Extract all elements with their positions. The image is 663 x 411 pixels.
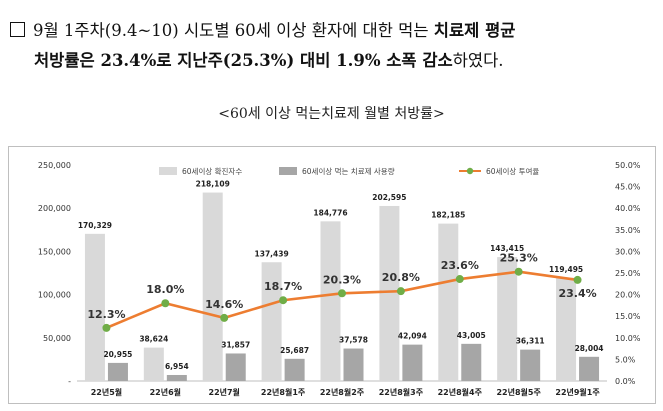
legend-swatch bbox=[279, 167, 297, 175]
bar-confirmed-value-label: 143,415 bbox=[490, 244, 524, 253]
rate-point bbox=[279, 296, 288, 305]
rate-value-label: 20.3% bbox=[323, 273, 361, 286]
x-tick-label: 22년8월4주 bbox=[438, 387, 483, 397]
y-right-tick-label: 0.0% bbox=[615, 377, 636, 386]
legend-swatch-marker bbox=[466, 167, 474, 175]
chart-title: <60세 이상 먹는치료제 월별 처방률> bbox=[218, 106, 445, 122]
bar-treatment-value-label: 42,094 bbox=[398, 332, 427, 341]
bar-confirmed bbox=[143, 347, 164, 381]
y-right-tick-label: 15.0% bbox=[615, 312, 641, 321]
chart-frame: - 50,000 100,000 150,000 200,000 250,000 0.0% 5… bbox=[8, 146, 656, 404]
rate-value-label: 25.3% bbox=[500, 252, 538, 265]
bar-confirmed bbox=[438, 223, 459, 381]
x-tick-label: 22년5월 bbox=[91, 387, 122, 397]
bar-confirmed-value-label: 218,109 bbox=[196, 180, 230, 189]
rate-point bbox=[161, 299, 170, 308]
bar-treatment-value-label: 25,687 bbox=[280, 346, 309, 355]
y-right-tick-label: 45.0% bbox=[615, 183, 641, 192]
rate-value-label: 20.8% bbox=[382, 271, 420, 284]
rate-point bbox=[102, 323, 111, 332]
rate-value-label: 14.6% bbox=[205, 298, 243, 311]
y-right-tick-label: 50.0% bbox=[615, 161, 641, 170]
summary-line1-text: 9월 1주차(9.4~10) 시도별 60세 이상 환자에 대한 먹는 bbox=[33, 21, 434, 40]
rate-value-label: 23.6% bbox=[441, 259, 479, 272]
bar-treatment-value-label: 43,005 bbox=[457, 331, 486, 340]
rate-value-label: 18.7% bbox=[264, 280, 302, 293]
bar-confirmed-value-label: 119,495 bbox=[549, 265, 583, 274]
rate-point bbox=[455, 275, 464, 284]
summary-line2: 처방률은 23.4%로 지난주(25.3%) 대비 1.9% 소폭 감소하였다. bbox=[10, 46, 655, 76]
bar-confirmed-value-label: 38,624 bbox=[139, 335, 168, 344]
legend-label: 60세이상 확진자수 bbox=[182, 166, 242, 176]
bar-confirmed bbox=[379, 205, 400, 381]
summary-paragraph: 9월 1주차(9.4~10) 시도별 60세 이상 환자에 대한 먹는 치료제 … bbox=[10, 16, 655, 76]
y-right-tick-label: 25.0% bbox=[615, 269, 641, 278]
bar-confirmed bbox=[320, 221, 341, 381]
bar-treatment-usage bbox=[166, 374, 187, 381]
y-right-tick-label: 5.0% bbox=[615, 355, 636, 364]
bar-confirmed bbox=[84, 233, 105, 381]
bar-treatment-usage bbox=[579, 356, 600, 381]
y-right-tick-label: 30.0% bbox=[615, 247, 641, 256]
y-left-tick-label: 200,000 bbox=[38, 204, 71, 213]
x-tick-label: 22년7월 bbox=[209, 387, 240, 397]
bar-treatment-value-label: 6,954 bbox=[165, 362, 189, 371]
rate-value-label: 23.4% bbox=[558, 287, 596, 300]
rate-point bbox=[338, 289, 346, 298]
legend-swatch bbox=[159, 167, 177, 175]
x-tick-label: 22년8월2주 bbox=[320, 387, 365, 397]
bar-treatment-value-label: 31,857 bbox=[221, 340, 250, 349]
rate-point bbox=[396, 287, 405, 296]
bar-treatment-value-label: 28,004 bbox=[575, 344, 604, 353]
bar-confirmed-value-label: 182,185 bbox=[431, 211, 465, 220]
bar-confirmed-value-label: 170,329 bbox=[78, 221, 112, 230]
y-right-tick-label: 10.0% bbox=[615, 334, 641, 343]
bar-confirmed-value-label: 184,776 bbox=[313, 208, 347, 217]
bar-treatment-value-label: 36,311 bbox=[516, 337, 545, 346]
y-right-tick-label: 20.0% bbox=[615, 291, 641, 300]
bar-confirmed bbox=[261, 262, 282, 381]
rate-point bbox=[573, 275, 582, 284]
bar-treatment-usage bbox=[520, 349, 541, 381]
x-tick-label: 22년8월3주 bbox=[379, 387, 424, 397]
bar-treatment-usage bbox=[284, 358, 305, 381]
y-left-tick-label: 50,000 bbox=[43, 334, 71, 343]
bar-confirmed-value-label: 137,439 bbox=[255, 249, 289, 258]
summary-line2-bold: 처방률은 23.4%로 지난주(25.3%) 대비 1.9% 소폭 감소 bbox=[34, 51, 453, 70]
bar-confirmed bbox=[202, 192, 223, 381]
y-left-tick-label: 150,000 bbox=[38, 247, 71, 256]
bar-treatment-value-label: 37,578 bbox=[339, 336, 368, 345]
y-left-tick-label: - bbox=[68, 377, 71, 386]
bar-treatment-usage bbox=[107, 362, 128, 381]
bar-treatment-value-label: 20,955 bbox=[103, 350, 132, 359]
summary-line2-tail: 하였다. bbox=[452, 51, 504, 70]
bar-treatment-usage bbox=[225, 353, 246, 381]
bar-treatment-usage bbox=[343, 348, 364, 381]
x-tick-label: 22년6월 bbox=[150, 387, 181, 397]
y-left-tick-label: 250,000 bbox=[38, 161, 71, 170]
bar-treatment-usage bbox=[461, 343, 482, 381]
y-right-tick-label: 35.0% bbox=[615, 226, 641, 235]
y-right-tick-label: 40.0% bbox=[615, 204, 641, 213]
x-tick-label: 22년9월1주 bbox=[555, 387, 600, 397]
rate-point bbox=[220, 313, 229, 322]
summary-line1-bold: 치료제 평균 bbox=[433, 21, 516, 40]
checkbox-square-icon bbox=[10, 22, 25, 37]
x-tick-label: 22년8월1주 bbox=[261, 387, 306, 397]
bar-treatment-usage bbox=[402, 344, 423, 381]
bar-confirmed bbox=[497, 257, 518, 381]
legend-label: 60세이상 투여율 bbox=[486, 166, 539, 176]
rate-point bbox=[514, 267, 523, 276]
combo-chart: - 50,000 100,000 150,000 200,000 250,000 0.0% 5… bbox=[38, 161, 641, 397]
rate-value-label: 12.3% bbox=[87, 308, 125, 321]
bar-confirmed-value-label: 202,595 bbox=[372, 193, 406, 202]
bar-confirmed bbox=[556, 277, 577, 381]
legend-label: 60세이상 먹는 치료제 사용량 bbox=[302, 166, 395, 176]
rate-value-label: 18.0% bbox=[146, 283, 184, 296]
x-tick-label: 22년8월5주 bbox=[496, 387, 541, 397]
y-left-tick-label: 100,000 bbox=[38, 291, 71, 300]
